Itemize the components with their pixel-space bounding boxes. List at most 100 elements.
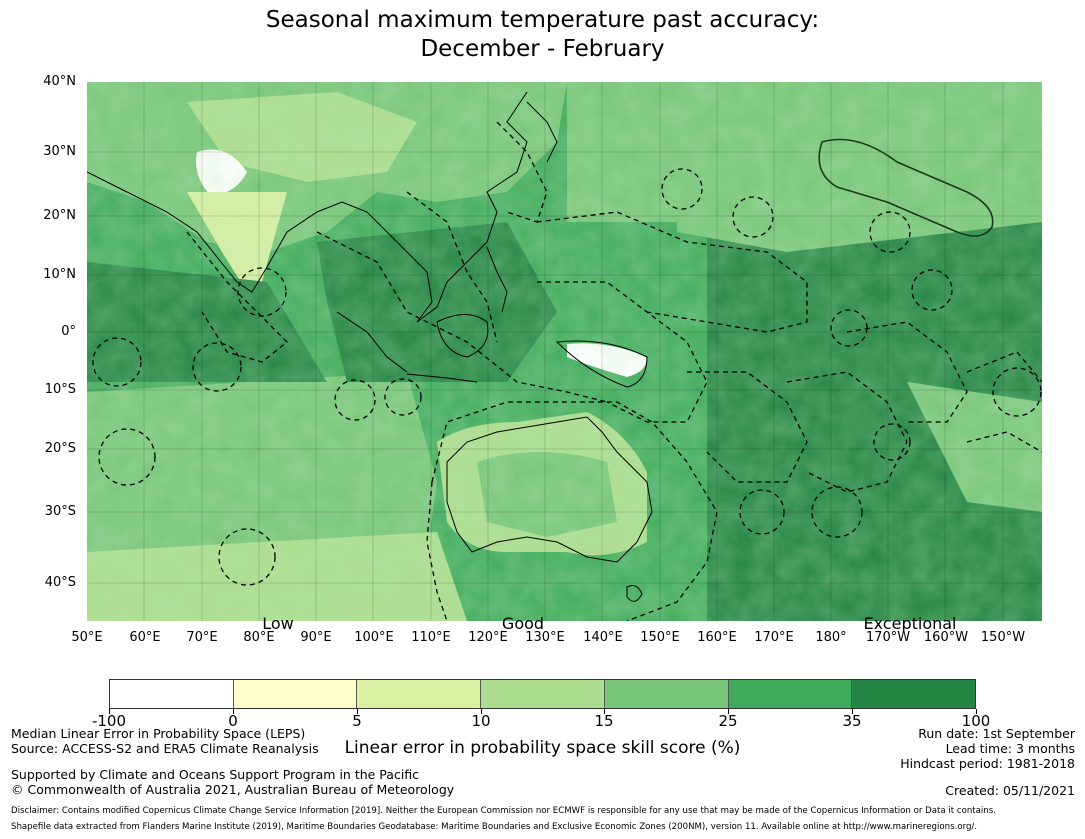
colorbar-tick-mark <box>481 709 482 714</box>
lon-label: 150°E <box>640 630 680 645</box>
lat-label: 40°N <box>43 74 76 89</box>
footer-copyright: © Commonwealth of Australia 2021, Austra… <box>11 782 455 797</box>
map-title: Seasonal maximum temperature past accura… <box>0 6 1085 64</box>
graticule <box>87 82 1042 621</box>
coast-new-guinea <box>555 340 648 388</box>
colorbar-tick-mark <box>976 709 977 714</box>
colorbar-tick-label: 10 <box>471 712 491 730</box>
eez-marcus <box>661 168 703 210</box>
lon-label: 130°E <box>525 630 565 645</box>
skill-map <box>87 82 1042 621</box>
lat-label: 20°S <box>44 441 76 456</box>
colorbar <box>109 679 976 709</box>
footer-hindcast: Hindcast period: 1981-2018 <box>900 756 1075 771</box>
eez-cocos <box>384 378 422 416</box>
colorbar-tick-label: -100 <box>91 712 127 730</box>
lon-label: 170°W <box>865 630 911 645</box>
eez-nauru <box>830 309 868 347</box>
coastlines <box>87 91 653 602</box>
coast-indochina <box>406 91 528 323</box>
colorbar-tick-mark <box>233 709 234 714</box>
colorbar-segment <box>357 680 482 708</box>
eez-johnston <box>869 211 911 253</box>
colorbar-tick-label: 100 <box>961 712 991 730</box>
lon-label: 170°E <box>754 630 794 645</box>
colorbar-tick-mark <box>728 709 729 714</box>
category-label-good: Good <box>501 614 545 633</box>
colorbar-segment <box>852 680 976 708</box>
eez-japan <box>496 121 548 223</box>
title-line-1: Seasonal maximum temperature past accura… <box>265 7 820 33</box>
eez-mauritius <box>92 337 142 387</box>
footer-created: Created: 05/11/2021 <box>945 783 1075 798</box>
eez-solomon-vanuatu <box>687 371 808 483</box>
lon-label: 100°E <box>354 630 394 645</box>
lon-label: 140°E <box>583 630 623 645</box>
eez-niue <box>873 423 911 461</box>
skill-map-canvas <box>87 82 1042 621</box>
colorbar-segment <box>233 680 358 708</box>
lat-label: 40°S <box>44 575 76 590</box>
footer-source: Source: ACCESS-S2 and ERA5 Climate Reana… <box>11 741 319 756</box>
eez-french-poly <box>966 351 1042 453</box>
lon-label: 150°W <box>980 630 1026 645</box>
colorbar-tick-mark <box>357 709 358 714</box>
coast-philippines <box>486 246 508 313</box>
footer-lead-time: Lead time: 3 months <box>945 741 1075 756</box>
colorbar-tick-label: 5 <box>352 712 362 730</box>
lat-label: 10°S <box>44 382 76 397</box>
coast-arabia-india <box>87 171 408 293</box>
colorbar-tick-mark <box>109 709 110 714</box>
eez-png <box>537 281 708 423</box>
colorbar-segment <box>110 680 234 708</box>
colorbar-tick-mark <box>604 709 605 714</box>
lat-label: 30°S <box>44 504 76 519</box>
colorbar-tick-label: 35 <box>842 712 862 730</box>
eez-reunion <box>98 428 156 486</box>
lat-label: 30°N <box>43 144 76 159</box>
eez-china-sea <box>406 191 498 343</box>
lon-label: 60°E <box>129 630 161 645</box>
eez-fiji-tonga <box>786 371 908 493</box>
colorbar-tick-mark <box>852 709 853 714</box>
colorbar-segment <box>728 680 853 708</box>
coast-australia <box>446 416 653 563</box>
footer-run-date: Run date: 1st September <box>918 726 1075 741</box>
eez-norfolk <box>739 489 785 535</box>
coast-sumatra <box>336 311 408 373</box>
colorbar-segment <box>604 680 729 708</box>
colorbar-tick-label: 15 <box>594 712 614 730</box>
lon-label: 80°E <box>243 630 275 645</box>
lon-label: 160°E <box>697 630 737 645</box>
eez-maldives <box>192 342 242 392</box>
colorbar-tick-label: 25 <box>718 712 738 730</box>
disclaimer-copernicus: Disclaimer: Contains modified Copernicus… <box>11 806 996 816</box>
eez-micronesia <box>536 211 808 333</box>
title-line-2: December - February <box>420 36 665 62</box>
category-label-low: Low <box>262 614 294 633</box>
eez-christmas <box>334 379 376 421</box>
eez-india <box>186 231 288 363</box>
colorbar-label: Linear error in probability space skill … <box>344 738 741 758</box>
coast-japan <box>526 101 558 163</box>
eez-boundaries <box>92 121 1042 621</box>
colorbar-segment <box>481 680 605 708</box>
footer-support: Supported by Climate and Oceans Support … <box>11 767 420 782</box>
lon-label: 70°E <box>186 630 218 645</box>
coast-tasmania <box>626 585 643 602</box>
coast-borneo <box>436 314 489 358</box>
disclaimer-shapefile: Shapefile data extracted from Flanders M… <box>11 822 978 832</box>
lon-label: 90°E <box>300 630 332 645</box>
colorbar-tick-label: 0 <box>228 712 238 730</box>
lon-label: 110°E <box>411 630 451 645</box>
lat-label: 20°N <box>43 208 76 223</box>
eez-wake <box>732 196 774 238</box>
category-label-exceptional: Exceptional <box>863 614 957 633</box>
lon-label: 160°W <box>923 630 969 645</box>
lon-label: 50°E <box>71 630 103 645</box>
eez-chagos <box>218 528 276 586</box>
lon-label: 180° <box>815 630 847 645</box>
eez-kiribati-w <box>911 269 953 311</box>
lat-label: 10°N <box>43 267 76 282</box>
eez-australia <box>426 401 718 621</box>
